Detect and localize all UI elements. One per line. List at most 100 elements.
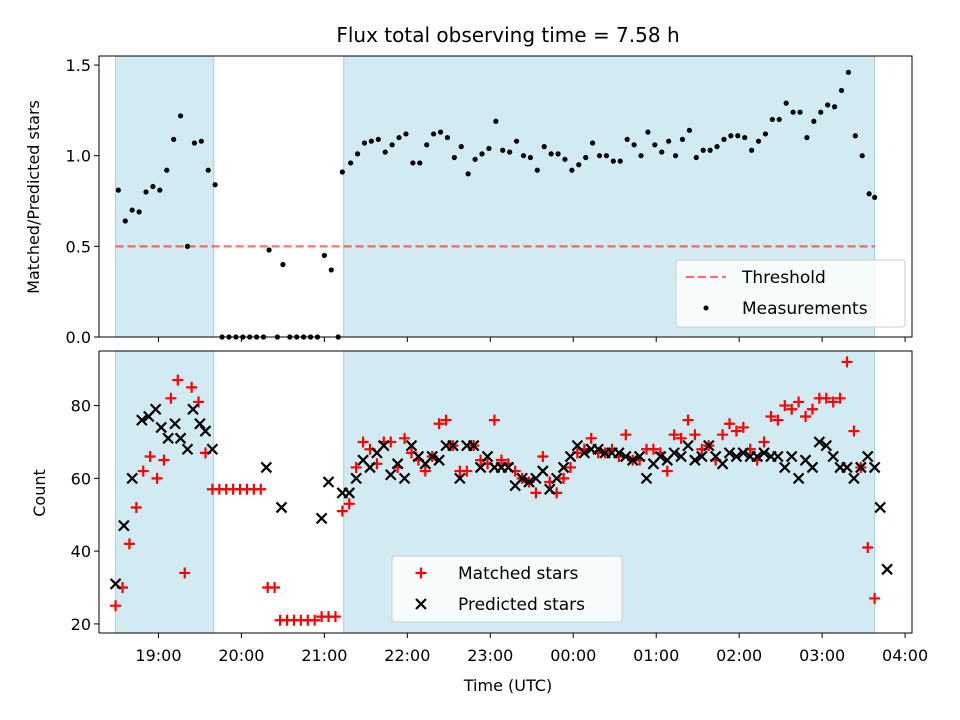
predicted-star-point bbox=[696, 450, 708, 463]
predicted-star-point bbox=[206, 443, 219, 456]
predicted-star-point bbox=[187, 403, 199, 415]
predicted-star-point bbox=[682, 439, 694, 452]
predicted-legend-swatch bbox=[415, 598, 427, 610]
matched-star-point bbox=[758, 436, 770, 448]
measurement-point bbox=[714, 144, 720, 150]
predicted-star-point bbox=[820, 439, 833, 452]
y-tick-label: 1.5 bbox=[66, 56, 91, 75]
matched-star-point bbox=[689, 429, 701, 441]
predicted-star-point bbox=[169, 417, 181, 430]
count-points bbox=[109, 356, 893, 626]
measurement-point bbox=[755, 138, 762, 144]
measurement-point bbox=[700, 147, 706, 153]
predicted-star-point bbox=[855, 461, 867, 474]
matched-star-point bbox=[737, 421, 749, 433]
predicted-star-point bbox=[364, 461, 376, 474]
measurement-point bbox=[382, 149, 388, 155]
measurement-point bbox=[749, 147, 755, 153]
predicted-star-point bbox=[391, 458, 404, 470]
predicted-star-point bbox=[447, 439, 459, 452]
predicted-star-point bbox=[378, 439, 390, 452]
matched-star-point bbox=[329, 611, 341, 623]
predicted-star-point bbox=[827, 450, 839, 463]
measurement-point bbox=[693, 154, 699, 161]
x-tick-label: 03:00 bbox=[799, 646, 845, 665]
measurement-point bbox=[596, 153, 603, 159]
y-tick-label: 60 bbox=[71, 469, 91, 488]
measurement-point bbox=[818, 109, 824, 115]
measurement-point bbox=[205, 167, 211, 173]
measurement-points bbox=[115, 69, 878, 340]
measurement-point bbox=[617, 158, 623, 164]
measurement-point bbox=[354, 151, 361, 157]
predicted-star-point bbox=[592, 443, 604, 456]
y-tick-label: 40 bbox=[71, 542, 91, 561]
matched-star-point bbox=[343, 498, 355, 510]
measurement-point bbox=[184, 243, 191, 249]
predicted-star-point bbox=[806, 461, 819, 474]
bottom-axes-frame bbox=[98, 350, 913, 634]
predicted-star-point bbox=[162, 432, 174, 445]
measurement-point bbox=[804, 134, 810, 141]
matched-star-point bbox=[820, 392, 832, 404]
measurement-point bbox=[631, 142, 637, 148]
matched-star-point bbox=[620, 429, 632, 441]
matched-star-point bbox=[869, 592, 881, 604]
measurement-point bbox=[776, 116, 782, 123]
predicted-star-point bbox=[543, 483, 556, 496]
predicted-star-point bbox=[564, 450, 577, 463]
matched-star-point bbox=[585, 432, 597, 444]
measurement-point bbox=[157, 187, 163, 193]
top-legend-box bbox=[675, 259, 906, 328]
predicted-star-point bbox=[474, 461, 487, 474]
matched-star-point bbox=[668, 429, 680, 441]
matched-star-point bbox=[336, 505, 348, 517]
matched-star-point bbox=[309, 614, 321, 626]
predicted-star-point bbox=[716, 458, 729, 470]
measurement-point bbox=[375, 136, 381, 142]
predicted-star-point bbox=[275, 501, 288, 514]
measurement-point bbox=[831, 104, 838, 110]
matched-star-point bbox=[793, 396, 805, 408]
matched-star-point bbox=[564, 461, 576, 473]
predicted-star-point bbox=[481, 450, 494, 463]
matched-star-point bbox=[848, 425, 860, 437]
measurement-point bbox=[368, 138, 374, 144]
predicted-star-point bbox=[578, 447, 591, 459]
x-tick-label: 19:00 bbox=[135, 646, 181, 665]
predicted-star-point bbox=[174, 432, 187, 445]
predicted-star-point bbox=[654, 450, 667, 463]
matched-star-point bbox=[723, 418, 735, 430]
measurement-point bbox=[177, 113, 184, 119]
predicted-star-point bbox=[537, 465, 549, 477]
predicted-star-point bbox=[881, 563, 893, 576]
predicted-star-point bbox=[730, 450, 743, 463]
top-y-axis-label: Matched/Predicted stars bbox=[24, 100, 43, 294]
measurement-point bbox=[339, 169, 345, 175]
measurement-point bbox=[328, 267, 334, 273]
matched-star-point bbox=[530, 487, 542, 499]
measurement-point bbox=[437, 129, 444, 135]
measurement-point bbox=[507, 149, 513, 155]
measurement-point bbox=[652, 142, 658, 148]
measurement-point bbox=[603, 153, 610, 159]
measurement-point bbox=[171, 136, 177, 142]
measurement-point bbox=[424, 142, 430, 148]
bottom-legend: Matched stars Predicted stars bbox=[391, 555, 623, 623]
measurement-point bbox=[742, 134, 748, 141]
count-panel: 20 40 60 80 19:00 20:00 21:00 22:00 23:00 00:00 01… bbox=[30, 350, 928, 695]
predicted-star-point bbox=[626, 454, 639, 466]
matched-star-point bbox=[834, 392, 846, 404]
measurement-point bbox=[583, 154, 589, 161]
measurement-point bbox=[845, 69, 851, 75]
matched-star-point bbox=[433, 418, 445, 430]
predicted-star-point bbox=[779, 461, 791, 474]
predicted-star-point bbox=[454, 472, 466, 485]
measurement-point bbox=[493, 118, 499, 124]
matched-star-point bbox=[151, 472, 163, 484]
predicted-star-point bbox=[702, 439, 715, 452]
measurement-point bbox=[762, 131, 769, 137]
y-tick-label: 80 bbox=[71, 397, 91, 416]
measurement-point bbox=[645, 129, 651, 135]
predicted-star-point bbox=[343, 487, 356, 499]
